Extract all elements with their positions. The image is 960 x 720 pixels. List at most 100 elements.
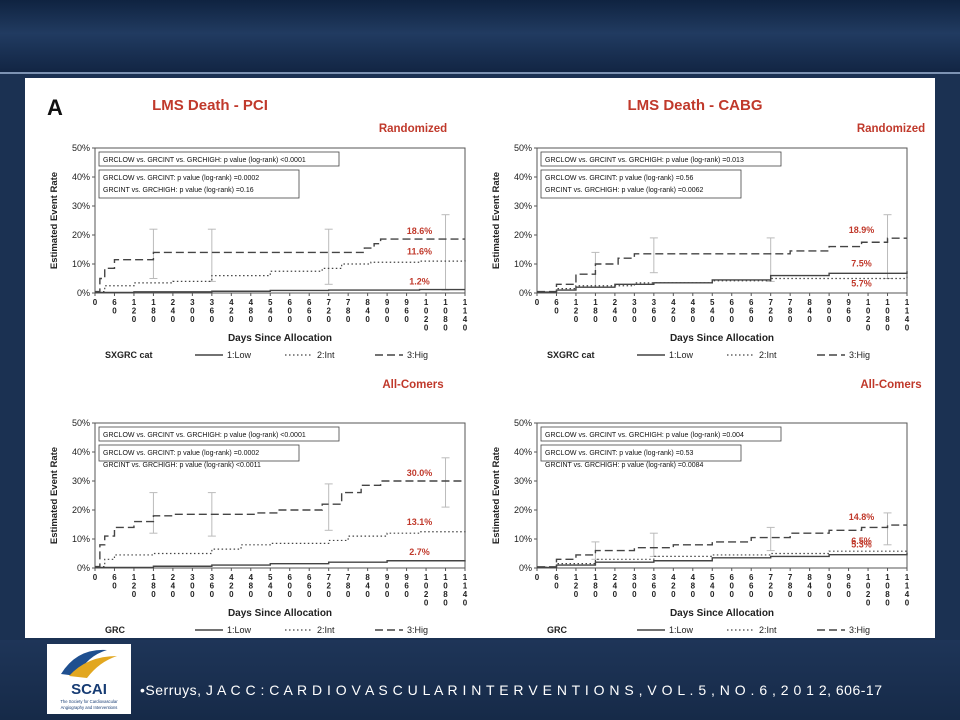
- y-tick-label: 50%: [72, 418, 90, 428]
- y-axis-label: Estimated Event Rate: [49, 447, 60, 544]
- series-end-label: 5.7%: [851, 278, 872, 288]
- legend-label: 2:Int: [317, 350, 335, 360]
- chart-subtitle: All-Comers: [860, 379, 921, 391]
- legend-label: 2:Int: [759, 625, 777, 635]
- x-tick-label: 0: [93, 298, 98, 307]
- y-tick-label: 10%: [514, 259, 532, 269]
- legend-label: 1:Low: [227, 625, 252, 635]
- y-axis-label: Estimated Event Rate: [491, 172, 502, 269]
- stats-box: [540, 426, 782, 442]
- legend-title: SXGRC cat: [547, 350, 595, 360]
- legend-title: SXGRC cat: [105, 350, 153, 360]
- y-tick-label: 30%: [514, 201, 532, 211]
- series-end-label: 18.9%: [849, 225, 875, 235]
- legend-label: 1:Low: [227, 350, 252, 360]
- legend-label: 3:Hig: [849, 625, 870, 635]
- stats-line: GRCLOW vs. GRCINT vs. GRCHIGH: p value (…: [103, 432, 306, 439]
- x-axis-label: Days Since Allocation: [228, 333, 332, 344]
- series-line-dashed: [537, 524, 907, 568]
- y-tick-label: 10%: [72, 259, 90, 269]
- x-axis-label: Days Since Allocation: [670, 608, 774, 619]
- series-end-label: 30.0%: [407, 468, 433, 478]
- scai-logo: SCAI The Society for Cardiovascular Angi…: [47, 644, 131, 714]
- stats-line: GRCLOW vs. GRCINT: p value (log-rank) =0…: [103, 450, 259, 457]
- stats-line: GRCLOW vs. GRCINT vs. GRCHIGH: p value (…: [545, 432, 744, 439]
- y-tick-label: 20%: [514, 230, 532, 240]
- series-end-label: 1.2%: [409, 277, 430, 287]
- chart-subtitle: Randomized: [379, 123, 447, 135]
- legend-label: 2:Int: [759, 350, 777, 360]
- stats-box: [540, 151, 782, 167]
- legend-label: 1:Low: [669, 350, 694, 360]
- stats-line: GRCLOW vs. GRCINT: p value (log-rank) =0…: [545, 450, 694, 457]
- series-line-solid: [95, 288, 465, 294]
- y-tick-label: 40%: [514, 172, 532, 182]
- x-tick-label: 0: [535, 298, 540, 307]
- y-tick-label: 0%: [77, 563, 90, 573]
- chart-subtitle: All-Comers: [382, 379, 443, 391]
- logo-subtitle-2: Angiography and Interventions: [61, 705, 118, 710]
- stats-line: GRCINT vs. GRCHIGH: p value (log-rank) =…: [545, 462, 704, 469]
- series-line-dashed: [95, 238, 465, 293]
- y-tick-label: 30%: [514, 476, 532, 486]
- x-axis-label: Days Since Allocation: [228, 608, 332, 619]
- series-end-label: 14.8%: [849, 512, 875, 522]
- stats-box: [540, 444, 742, 462]
- stats-box: [98, 169, 300, 199]
- stats-line: GRCLOW vs. GRCINT: p value (log-rank) =0…: [103, 175, 259, 182]
- stats-box: [98, 444, 300, 462]
- y-tick-label: 0%: [77, 288, 90, 298]
- stats-box: [98, 151, 340, 167]
- series-end-label: 13.1%: [407, 517, 433, 527]
- y-tick-label: 50%: [514, 418, 532, 428]
- stats-line: GRCLOW vs. GRCINT vs. GRCHIGH: p value (…: [545, 157, 744, 164]
- y-tick-label: 50%: [72, 143, 90, 153]
- y-tick-label: 50%: [514, 143, 532, 153]
